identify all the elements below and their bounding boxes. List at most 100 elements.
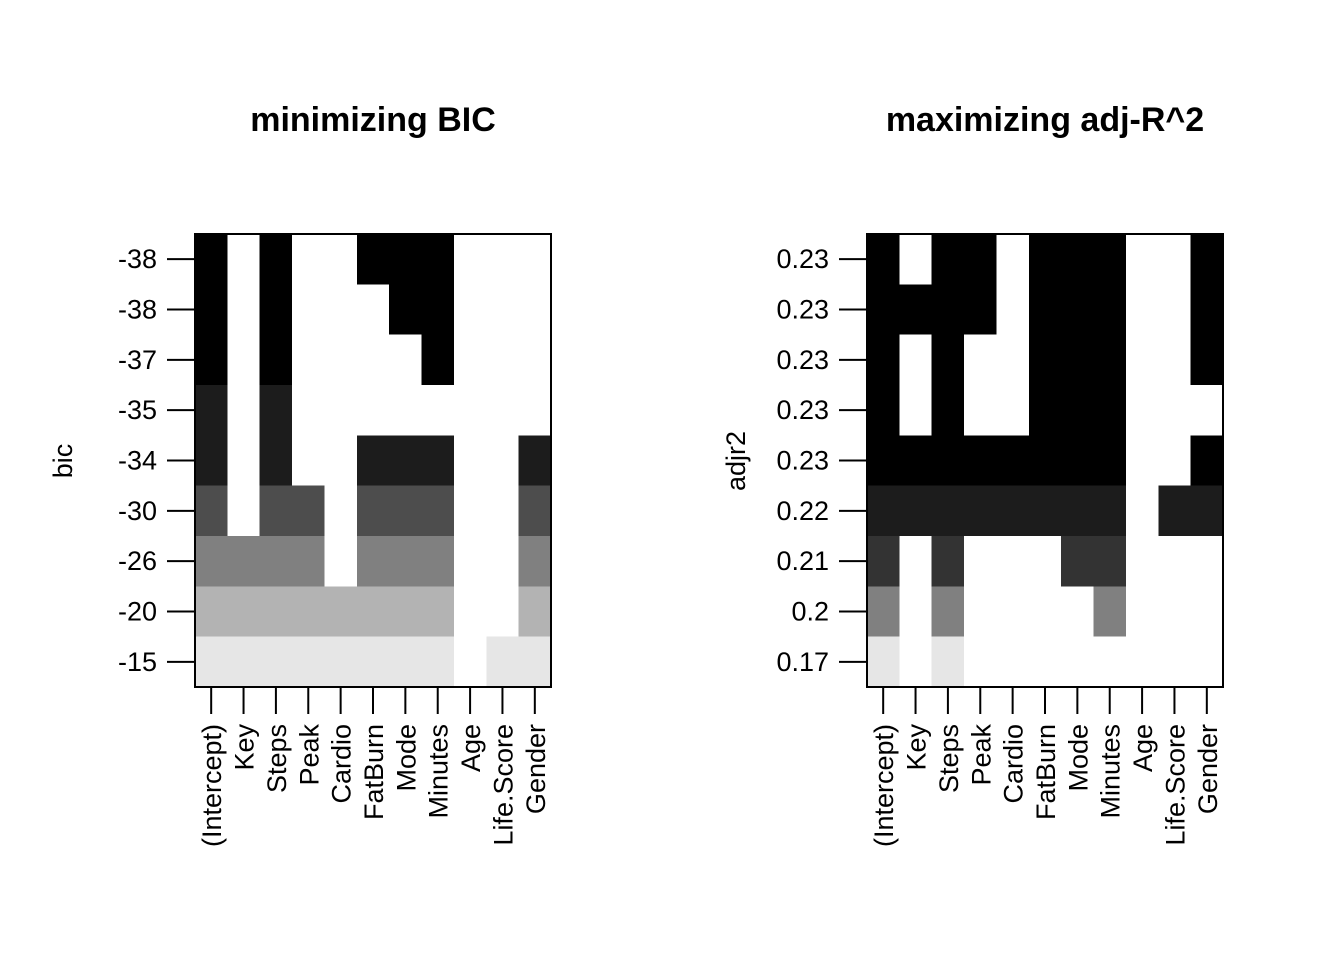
x-tick-label: Life.Score — [1160, 724, 1190, 846]
heatmap-cell — [1125, 435, 1159, 487]
heatmap-cell — [996, 536, 1030, 587]
x-tick-label: Key — [902, 724, 932, 771]
chart-title: maximizing adj-R^2 — [886, 101, 1204, 139]
heatmap-cell — [931, 385, 965, 436]
heatmap-cell — [356, 636, 390, 688]
heatmap-cell — [1190, 334, 1224, 386]
heatmap-cell — [1190, 385, 1224, 436]
heatmap-cell — [259, 586, 293, 638]
heatmap-cell — [486, 385, 520, 436]
heatmap-cell — [1061, 485, 1095, 537]
heatmap-cell — [259, 385, 293, 436]
heatmap-cell — [899, 435, 933, 487]
x-tick-label: Minutes — [424, 724, 454, 819]
heatmap-cell — [964, 435, 998, 487]
heatmap-cell — [486, 586, 520, 638]
heatmap-cell — [389, 284, 423, 336]
heatmap-cell — [931, 435, 965, 487]
heatmap-cell — [899, 234, 933, 285]
x-tick-label: Age — [456, 724, 486, 772]
heatmap-cell — [324, 234, 358, 285]
x-tick-label: Gender — [521, 724, 551, 814]
heatmap-cell — [996, 485, 1030, 537]
heatmap-cell — [259, 636, 293, 688]
panel-bic: minimizing BIC bic -38 -38 -37 -35 -34 -30 -26… — [48, 101, 552, 847]
heatmap-cell — [1093, 586, 1127, 638]
heatmap-cell — [389, 334, 423, 386]
heatmap-cell — [292, 485, 326, 537]
heatmap-cell — [389, 485, 423, 537]
heatmap-cell — [1158, 485, 1192, 537]
heatmap-cell — [195, 485, 228, 537]
heatmap-cell — [453, 284, 487, 336]
heatmap-cell — [1158, 536, 1192, 587]
heatmap-cell — [1061, 586, 1095, 638]
heatmap-cell — [1190, 536, 1224, 587]
heatmap-cell — [1028, 536, 1062, 587]
heatmap-cell — [931, 536, 965, 587]
heatmap-cell — [453, 435, 487, 487]
y-tick-label: -34 — [118, 446, 157, 476]
heatmap-cell — [1093, 385, 1127, 436]
chart-title: minimizing BIC — [250, 101, 496, 139]
heatmap-cell — [324, 536, 358, 587]
heatmap-cell — [1093, 435, 1127, 487]
heatmap-cell — [931, 334, 965, 386]
heatmap-cell — [1158, 284, 1192, 336]
heatmap-cell — [1190, 284, 1224, 336]
heatmap-cell — [324, 485, 358, 537]
heatmap-cell — [518, 636, 552, 688]
x-tick-label: Steps — [934, 724, 964, 793]
heatmap-cell — [227, 284, 261, 336]
heatmap-cell — [227, 536, 261, 587]
heatmap-cell — [996, 284, 1030, 336]
heatmap-cell — [324, 636, 358, 688]
heatmap-cell — [1125, 385, 1159, 436]
heatmap-cell — [1190, 485, 1224, 537]
heatmap-cell — [996, 385, 1030, 436]
heatmap-cell — [1125, 334, 1159, 386]
heatmap-cell — [899, 385, 933, 436]
heatmap-cell — [227, 385, 261, 436]
heatmap-cell — [518, 334, 552, 386]
heatmap-cell — [292, 385, 326, 436]
x-tick-label: FatBurn — [1031, 724, 1061, 820]
heatmap-cell — [356, 284, 390, 336]
axes: 0.23 0.23 0.23 0.23 0.23 0.22 0.21 0.2 0.17 (Inte… — [776, 233, 1224, 847]
heatmap-cell — [1158, 435, 1192, 487]
heatmap-cell — [292, 334, 326, 386]
heatmap-cell — [1125, 636, 1159, 688]
heatmap-cell — [867, 284, 900, 336]
heatmap-cell — [1093, 485, 1127, 537]
heatmap-cell — [931, 234, 965, 285]
heatmap-cell — [486, 636, 520, 688]
heatmap-cell — [292, 536, 326, 587]
y-tick-label: -38 — [118, 244, 157, 274]
y-tick-label: 0.23 — [776, 446, 829, 476]
heatmap-cell — [227, 636, 261, 688]
heatmap-cell — [195, 385, 228, 436]
heatmap-cell — [1028, 284, 1062, 336]
heatmap-cell — [1158, 586, 1192, 638]
heatmap-cell — [1061, 636, 1095, 688]
heatmap-cell — [1158, 234, 1192, 285]
heatmap-cell — [324, 435, 358, 487]
heatmap-cell — [389, 536, 423, 587]
heatmap-cell — [1190, 636, 1224, 688]
x-tick-label: Cardio — [999, 724, 1029, 804]
heatmap-cell — [1028, 385, 1062, 436]
heatmap-cell — [899, 485, 933, 537]
heatmap-cell — [899, 586, 933, 638]
heatmap-cell — [964, 385, 998, 436]
x-tick-label: Minutes — [1096, 724, 1126, 819]
heatmap-cell — [292, 636, 326, 688]
heatmap-cells — [195, 234, 552, 688]
heatmap-cell — [996, 234, 1030, 285]
heatmap-cell — [292, 234, 326, 285]
heatmap-cell — [292, 284, 326, 336]
heatmap-cell — [389, 234, 423, 285]
heatmap-cell — [964, 284, 998, 336]
heatmap-cell — [1125, 586, 1159, 638]
heatmap-cell — [867, 485, 900, 537]
heatmap-cells — [867, 234, 1224, 688]
